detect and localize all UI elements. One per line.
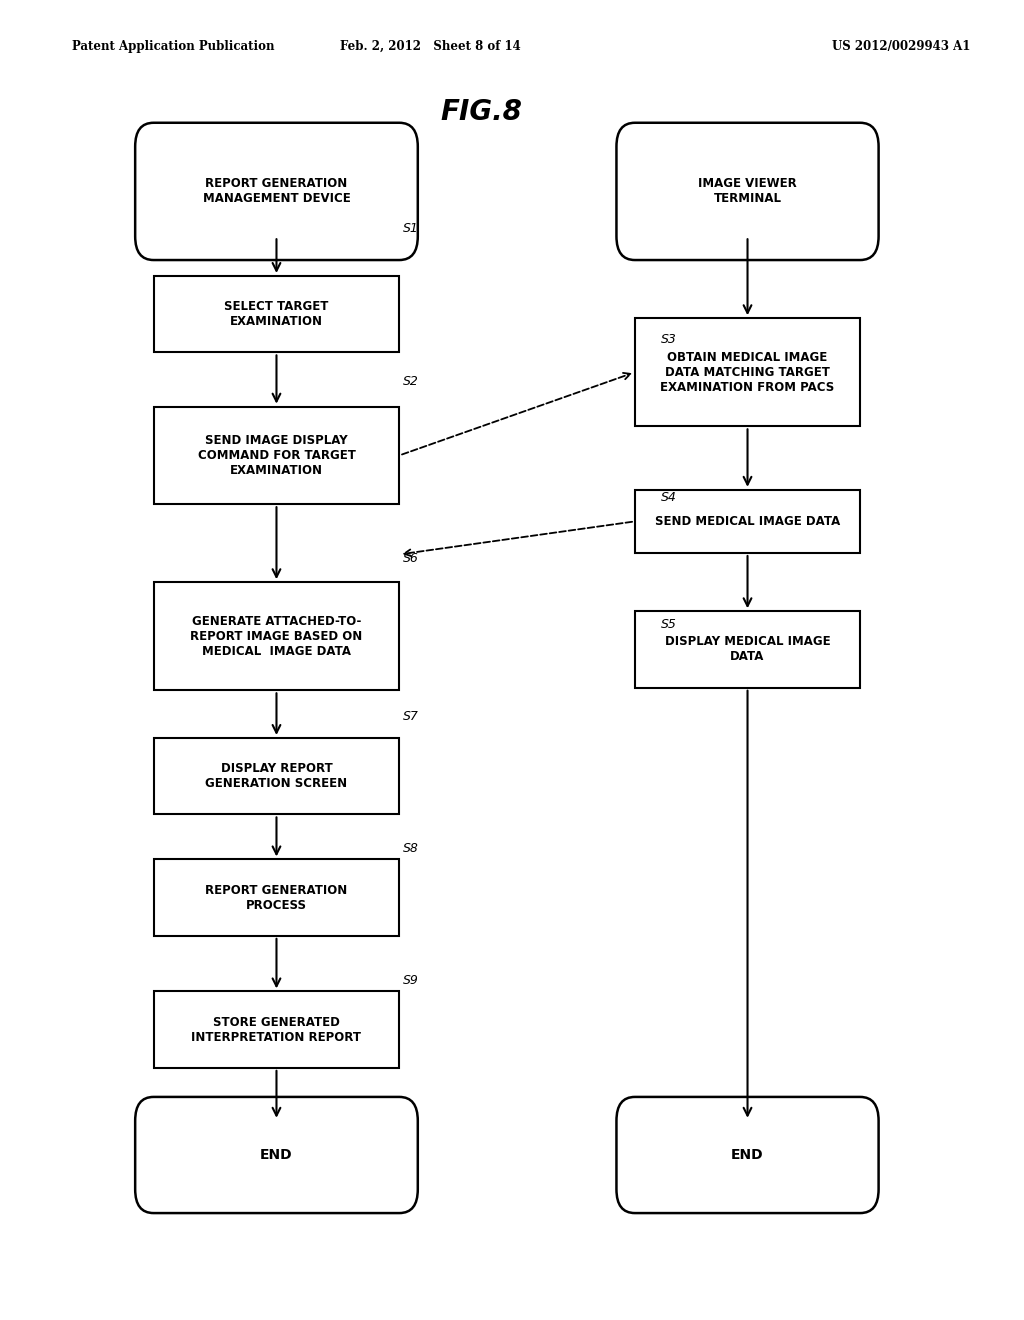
- Text: S6: S6: [402, 552, 419, 565]
- FancyBboxPatch shape: [154, 407, 399, 504]
- Text: S1: S1: [402, 222, 419, 235]
- FancyBboxPatch shape: [154, 991, 399, 1068]
- Text: S4: S4: [660, 491, 677, 504]
- Text: IMAGE VIEWER
TERMINAL: IMAGE VIEWER TERMINAL: [698, 177, 797, 206]
- Text: DISPLAY MEDICAL IMAGE
DATA: DISPLAY MEDICAL IMAGE DATA: [665, 635, 830, 664]
- Text: S7: S7: [402, 710, 419, 723]
- FancyBboxPatch shape: [635, 318, 860, 426]
- Text: SEND IMAGE DISPLAY
COMMAND FOR TARGET
EXAMINATION: SEND IMAGE DISPLAY COMMAND FOR TARGET EX…: [198, 434, 355, 477]
- FancyBboxPatch shape: [616, 123, 879, 260]
- Text: S3: S3: [660, 333, 677, 346]
- Text: DISPLAY REPORT
GENERATION SCREEN: DISPLAY REPORT GENERATION SCREEN: [206, 762, 347, 791]
- Text: END: END: [260, 1148, 293, 1162]
- Text: S9: S9: [402, 974, 419, 987]
- FancyBboxPatch shape: [154, 276, 399, 352]
- FancyBboxPatch shape: [635, 611, 860, 688]
- FancyBboxPatch shape: [135, 123, 418, 260]
- Text: GENERATE ATTACHED-TO-
REPORT IMAGE BASED ON
MEDICAL  IMAGE DATA: GENERATE ATTACHED-TO- REPORT IMAGE BASED…: [190, 615, 362, 657]
- Text: END: END: [731, 1148, 764, 1162]
- Text: REPORT GENERATION
MANAGEMENT DEVICE: REPORT GENERATION MANAGEMENT DEVICE: [203, 177, 350, 206]
- FancyBboxPatch shape: [635, 490, 860, 553]
- FancyBboxPatch shape: [154, 859, 399, 936]
- Text: FIG.8: FIG.8: [440, 98, 522, 127]
- Text: STORE GENERATED
INTERPRETATION REPORT: STORE GENERATED INTERPRETATION REPORT: [191, 1015, 361, 1044]
- FancyBboxPatch shape: [135, 1097, 418, 1213]
- FancyBboxPatch shape: [616, 1097, 879, 1213]
- Text: S2: S2: [402, 375, 419, 388]
- Text: US 2012/0029943 A1: US 2012/0029943 A1: [831, 40, 971, 53]
- Text: SEND MEDICAL IMAGE DATA: SEND MEDICAL IMAGE DATA: [655, 515, 840, 528]
- Text: REPORT GENERATION
PROCESS: REPORT GENERATION PROCESS: [206, 883, 347, 912]
- Text: Feb. 2, 2012   Sheet 8 of 14: Feb. 2, 2012 Sheet 8 of 14: [340, 40, 520, 53]
- FancyBboxPatch shape: [154, 738, 399, 814]
- Text: SELECT TARGET
EXAMINATION: SELECT TARGET EXAMINATION: [224, 300, 329, 329]
- Text: Patent Application Publication: Patent Application Publication: [72, 40, 274, 53]
- Text: S5: S5: [660, 618, 677, 631]
- FancyBboxPatch shape: [154, 582, 399, 690]
- Text: OBTAIN MEDICAL IMAGE
DATA MATCHING TARGET
EXAMINATION FROM PACS: OBTAIN MEDICAL IMAGE DATA MATCHING TARGE…: [660, 351, 835, 393]
- Text: S8: S8: [402, 842, 419, 855]
